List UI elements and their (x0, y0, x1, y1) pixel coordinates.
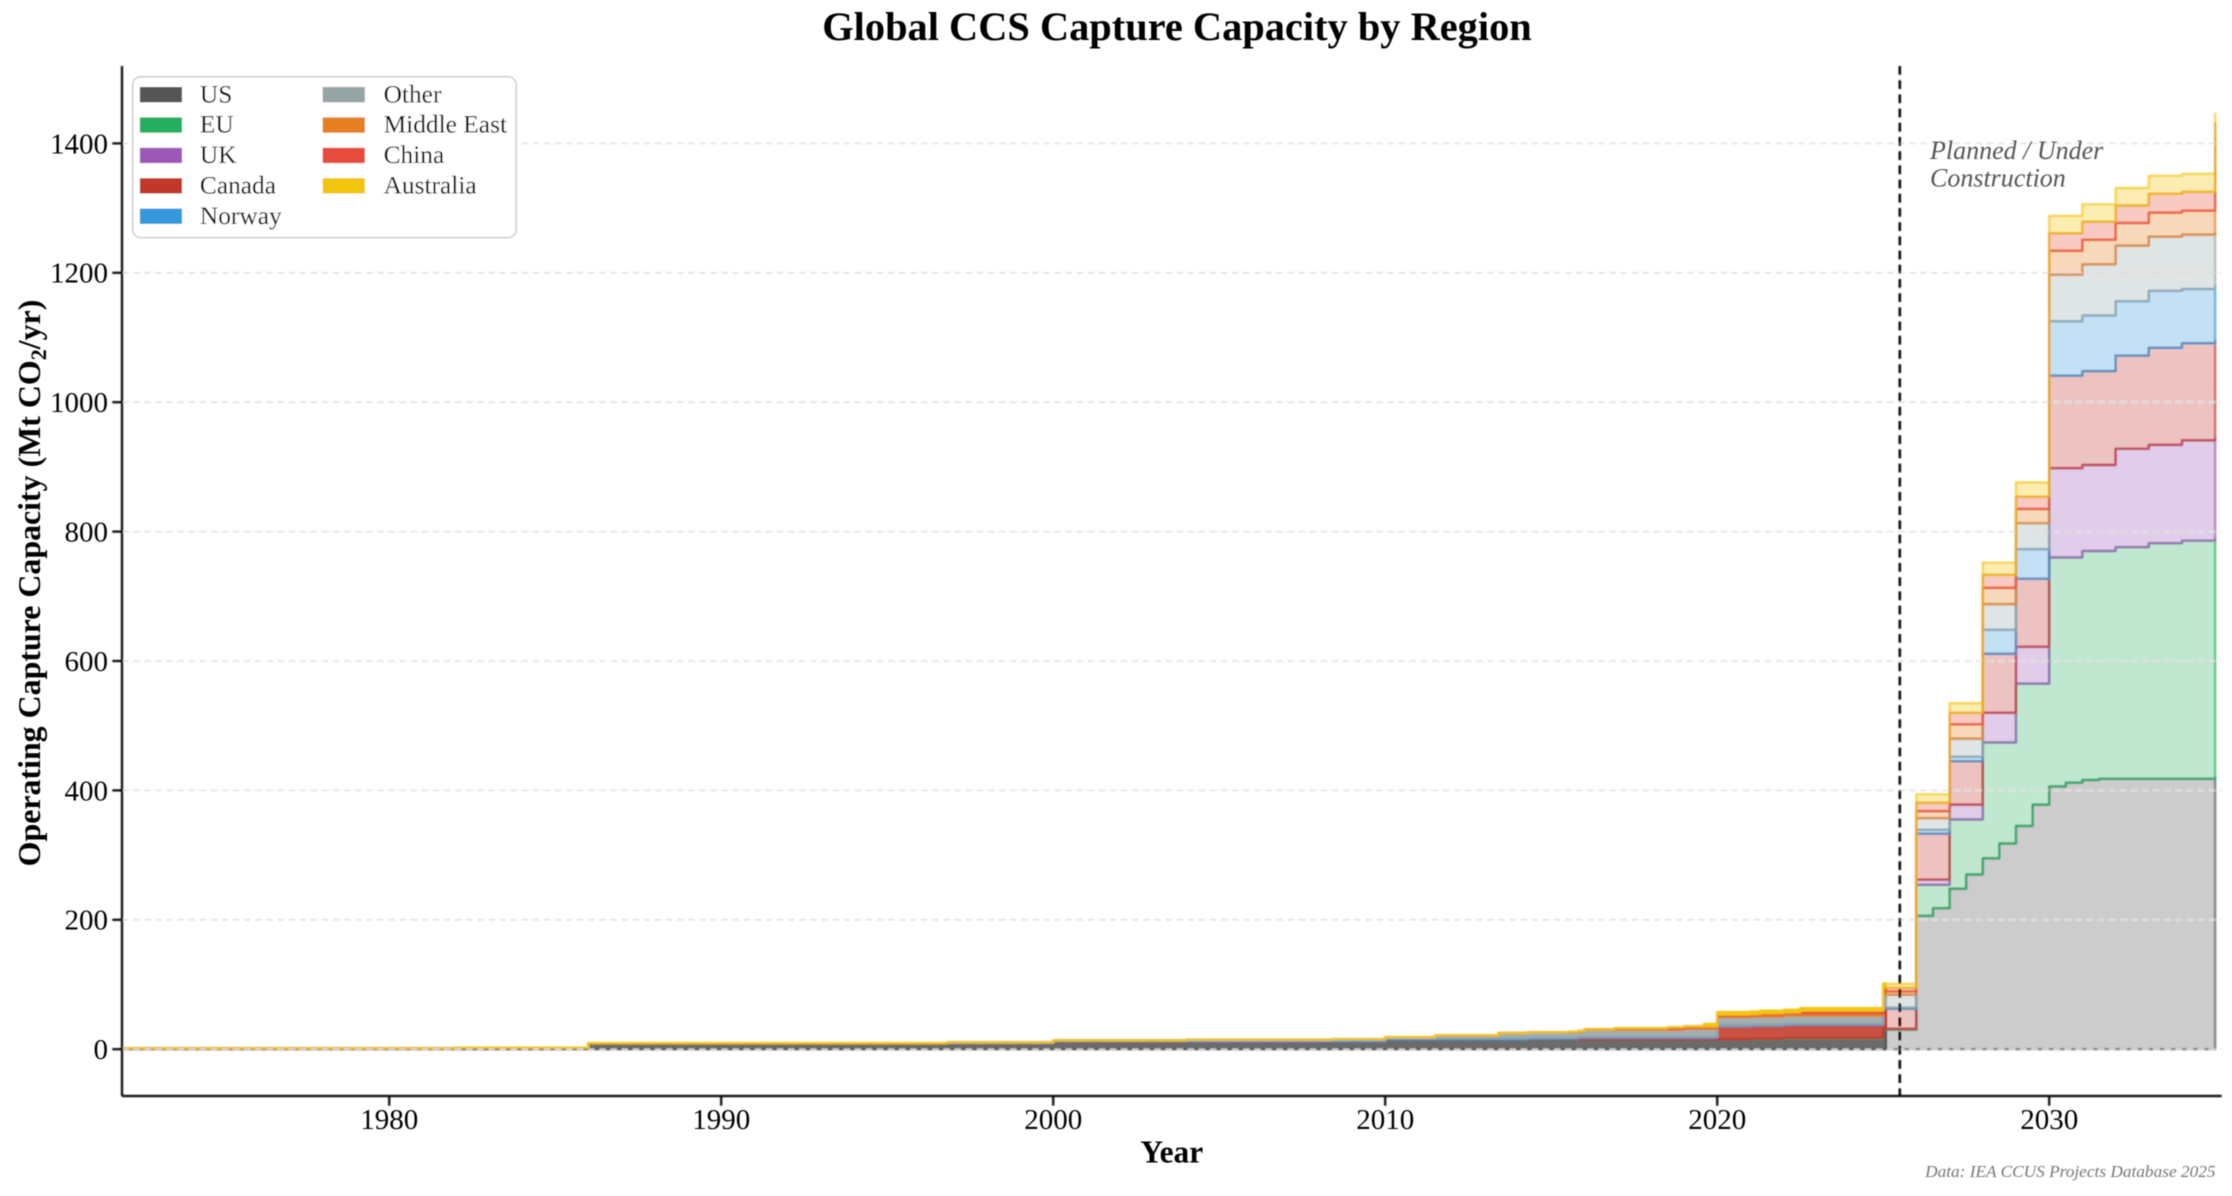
svg-text:0: 0 (94, 1034, 109, 1066)
svg-text:1990: 1990 (692, 1104, 750, 1136)
svg-text:Construction: Construction (1930, 164, 2066, 193)
svg-text:Australia: Australia (384, 171, 477, 199)
svg-text:600: 600 (65, 646, 109, 678)
svg-text:Middle East: Middle East (384, 111, 507, 139)
svg-text:EU: EU (200, 111, 234, 139)
svg-text:US: US (200, 80, 232, 108)
svg-text:Planned / Under: Planned / Under (1929, 136, 2104, 165)
svg-text:Global CCS Capture Capacity by: Global CCS Capture Capacity by Region (822, 4, 1532, 49)
svg-text:2030: 2030 (2020, 1104, 2078, 1136)
svg-text:Other: Other (384, 80, 442, 108)
svg-text:1400: 1400 (50, 128, 108, 160)
svg-text:2000: 2000 (1024, 1104, 1082, 1136)
svg-text:Canada: Canada (200, 171, 276, 199)
svg-text:1980: 1980 (360, 1104, 418, 1136)
svg-text:200: 200 (65, 905, 109, 937)
svg-text:UK: UK (200, 141, 237, 169)
svg-text:Operating Capture Capacity (Mt: Operating Capture Capacity (Mt CO2/yr) (12, 300, 51, 867)
svg-text:1200: 1200 (50, 258, 108, 290)
svg-text:400: 400 (65, 775, 109, 807)
svg-text:1000: 1000 (50, 387, 108, 419)
svg-text:Norway: Norway (200, 202, 282, 230)
svg-text:Year: Year (1140, 1135, 1203, 1170)
svg-text:China: China (384, 141, 445, 169)
svg-text:2020: 2020 (1688, 1104, 1746, 1136)
svg-text:800: 800 (65, 517, 109, 549)
svg-text:2010: 2010 (1356, 1104, 1414, 1136)
svg-text:Data: IEA CCUS Projects Databa: Data: IEA CCUS Projects Database 2025 (1924, 1162, 2216, 1181)
